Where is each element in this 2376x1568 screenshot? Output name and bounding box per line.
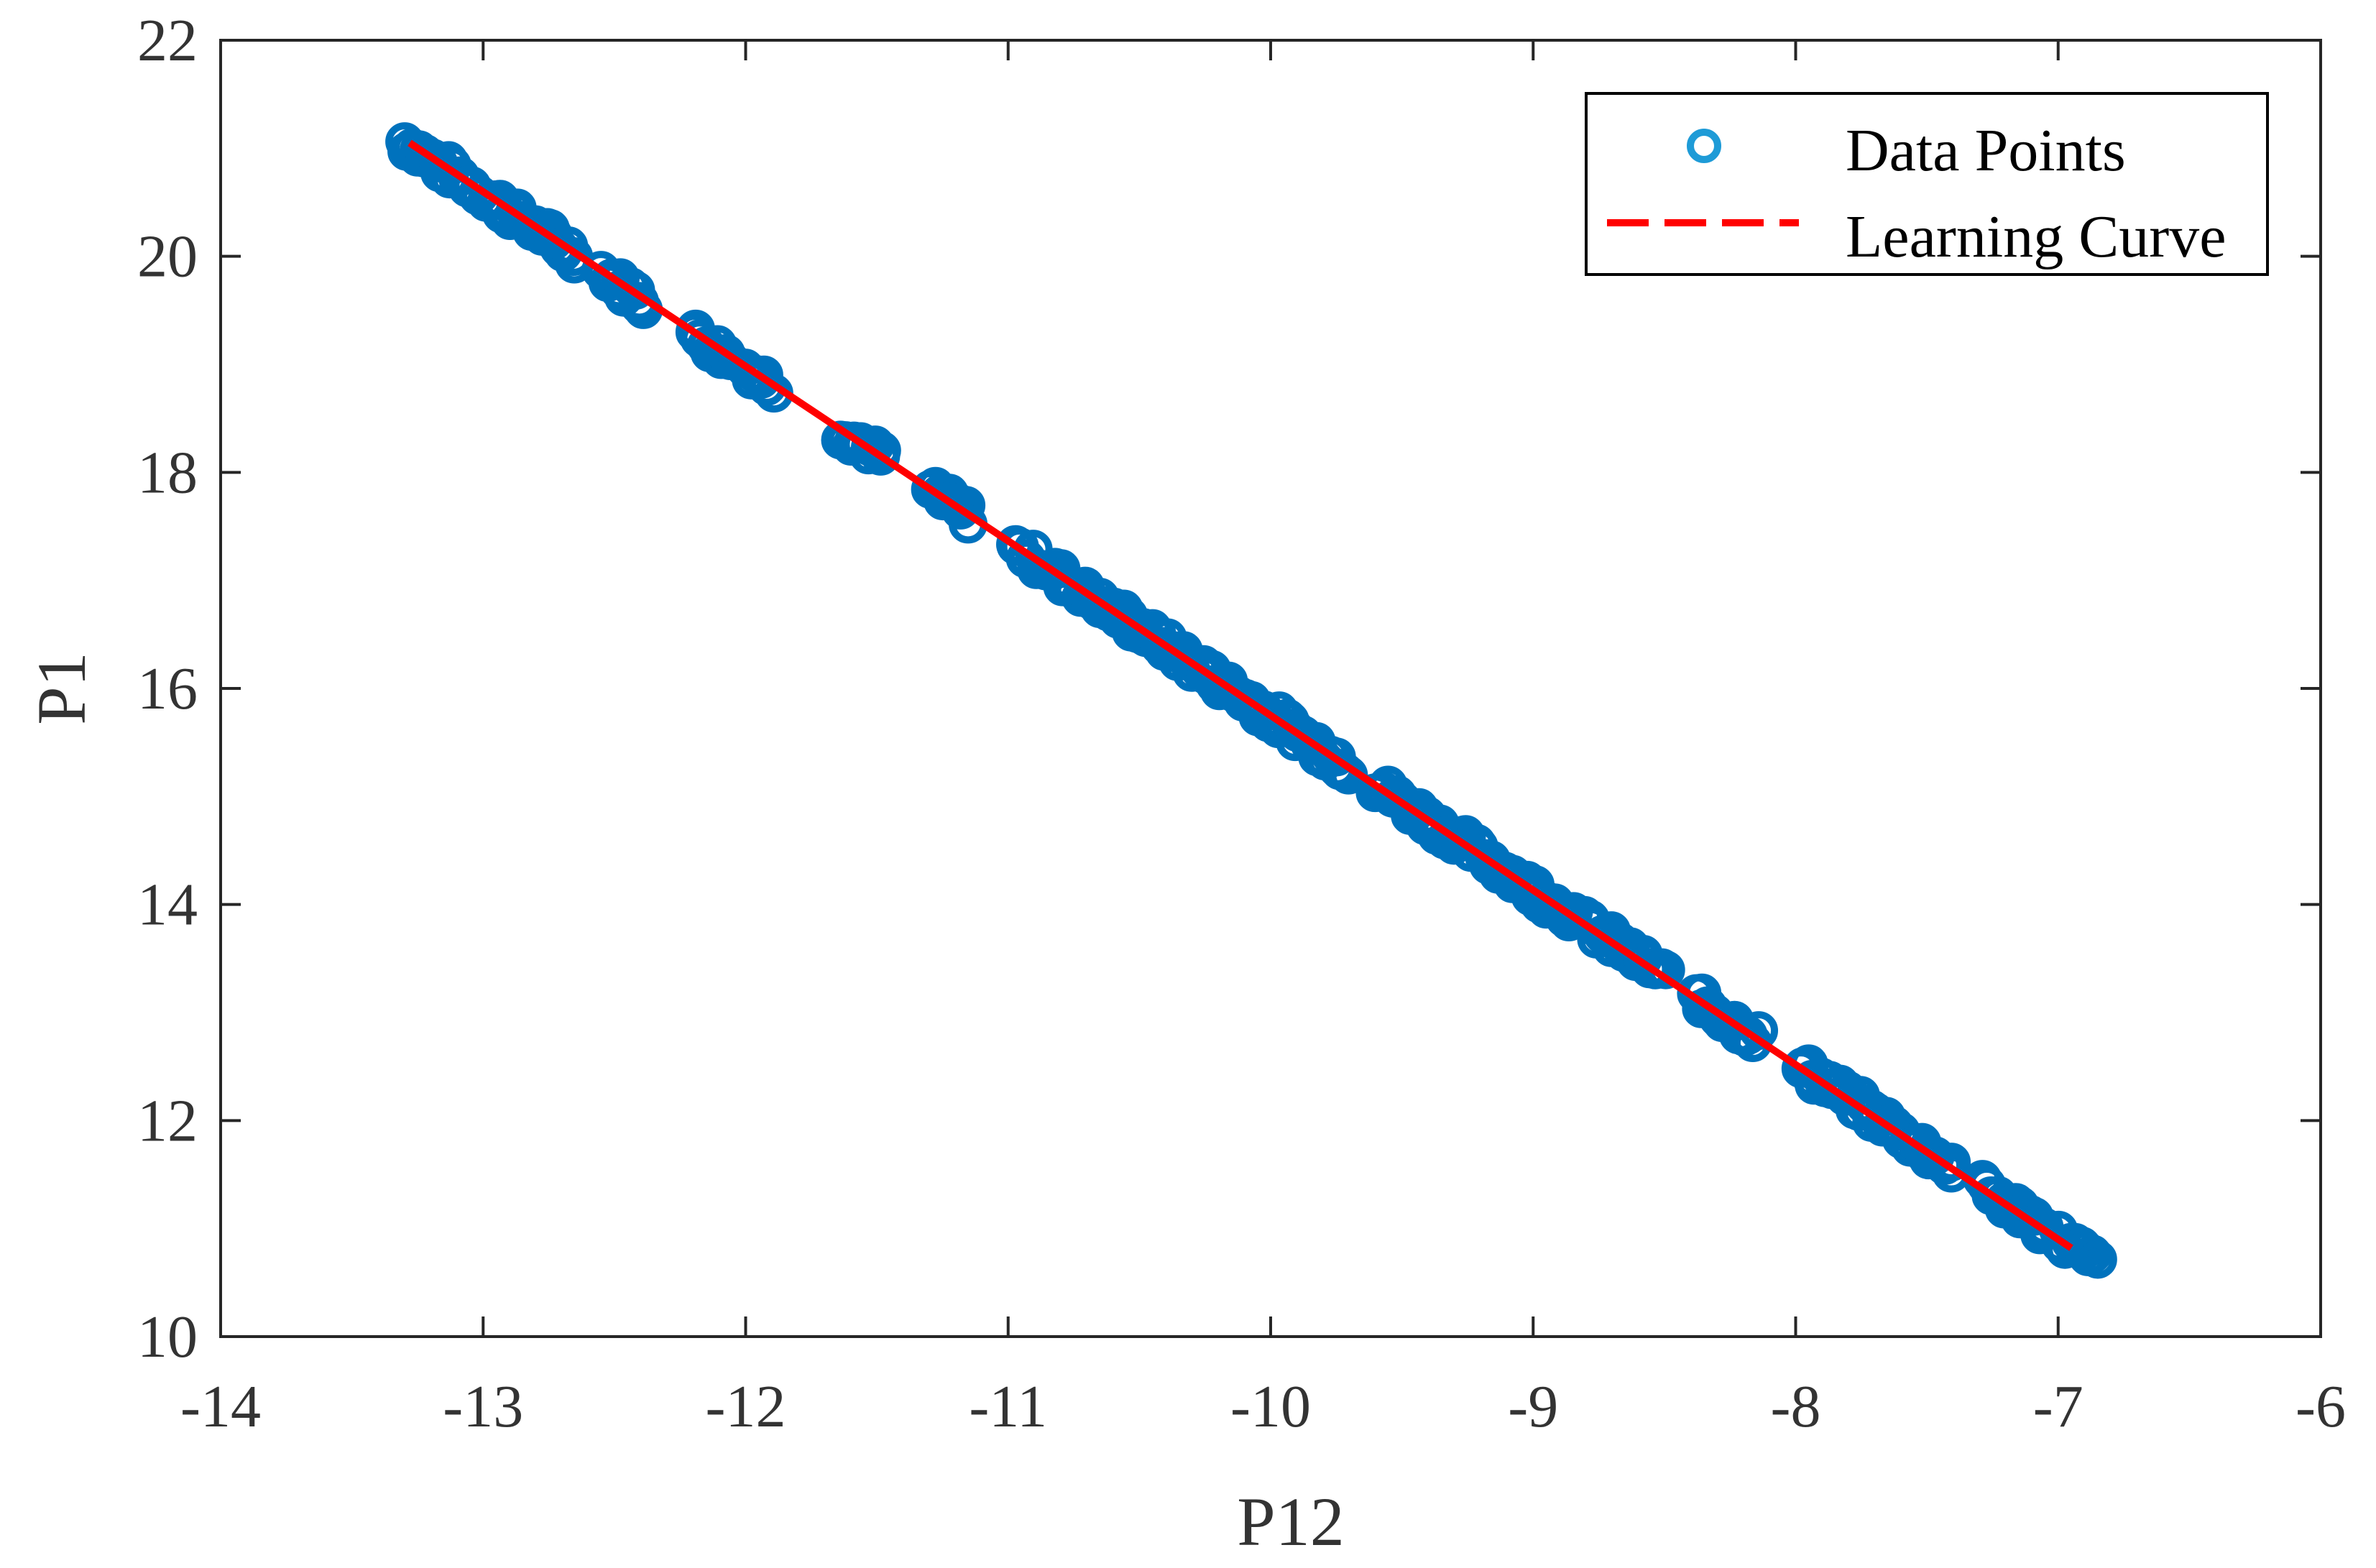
x-tick-label: -10 — [1230, 1373, 1311, 1440]
y-tick-label: 22 — [137, 7, 198, 74]
y-tick-label: 18 — [137, 439, 198, 506]
data-point — [2073, 1235, 2112, 1274]
x-axis-label: P12 — [1237, 1483, 1344, 1560]
x-tick-label: -9 — [1508, 1373, 1558, 1440]
x-tick-label: -12 — [706, 1373, 786, 1440]
x-tick-label: -7 — [2033, 1373, 2083, 1440]
legend-marker-data-points — [1687, 129, 1721, 163]
data-point — [747, 366, 786, 406]
x-tick-label: -6 — [2296, 1373, 2346, 1440]
y-tick-label: 20 — [137, 223, 198, 290]
y-tick-label: 16 — [137, 655, 198, 722]
x-tick-label: -13 — [443, 1373, 523, 1440]
y-axis-label: P1 — [23, 652, 100, 724]
learning-curve-line — [407, 139, 2073, 1251]
x-tick-labels: -14 -13 -12 -11 -10 -9 -8 -7 -6 — [180, 1373, 2346, 1440]
legend-label-learning-curve: Learning Curve — [1846, 203, 2226, 270]
y-tick-label: 12 — [137, 1087, 198, 1154]
y-tick-labels: 10 12 14 16 18 20 22 — [137, 7, 198, 1370]
x-tick-label: -14 — [180, 1373, 261, 1440]
x-tick-label: -11 — [969, 1373, 1047, 1440]
y-tick-label: 10 — [137, 1304, 198, 1370]
y-tick-label: 14 — [137, 872, 198, 939]
axis-ticks — [219, 39, 2322, 1338]
learning-curve-layer — [407, 139, 2073, 1251]
legend-box — [1585, 92, 2269, 276]
data-point — [2078, 1240, 2117, 1279]
x-tick-label: -8 — [1771, 1373, 1821, 1440]
legend-label-data-points: Data Points — [1846, 117, 2126, 184]
data-points-layer — [385, 122, 2117, 1279]
legend: Data Points Learning Curve — [1585, 92, 2269, 276]
